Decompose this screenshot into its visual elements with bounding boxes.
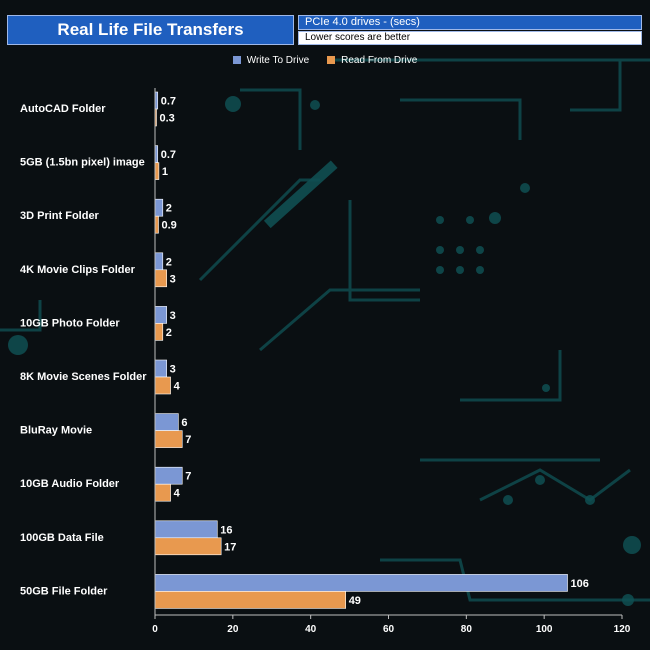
bar-read [154, 591, 346, 609]
bar-write [154, 359, 167, 378]
category-label: 4K Movie Clips Folder [20, 264, 136, 276]
category-label: 5GB (1.5bn pixel) image [20, 157, 145, 169]
data-label-write: 16 [220, 524, 232, 536]
data-label-write: 3 [170, 310, 176, 322]
bar-write [154, 574, 568, 592]
bar-read [154, 162, 160, 180]
x-tick-label: 120 [614, 624, 631, 635]
x-tick-label: 80 [461, 624, 473, 635]
data-label-read: 0.3 [160, 113, 175, 125]
bar-read [154, 269, 167, 288]
data-label-read: 49 [349, 595, 361, 607]
data-label-write: 2 [166, 203, 172, 215]
bar-write [154, 198, 164, 217]
legend-item-read: Read From Drive [327, 53, 417, 67]
x-tick-label: 100 [536, 624, 553, 635]
data-label-read: 0.9 [162, 220, 177, 232]
bar-write [154, 520, 218, 539]
category-label: 3D Print Folder [20, 210, 100, 222]
data-label-read: 3 [170, 273, 176, 285]
bar-read [154, 430, 183, 448]
bar-read [154, 483, 171, 502]
bar-write [154, 252, 164, 271]
chart-note: Lower scores are better [298, 31, 642, 45]
legend-item-write: Write To Drive [232, 53, 310, 67]
legend-label-write: Write To Drive [246, 54, 310, 66]
chart-title: Real Life File Transfers [7, 15, 294, 45]
x-tick-label: 20 [227, 624, 239, 635]
bar-write [154, 306, 167, 324]
data-label-write: 7 [185, 471, 191, 483]
x-tick-label: 0 [152, 624, 158, 635]
data-label-write: 0.7 [161, 149, 176, 161]
category-label: 10GB Photo Folder [20, 317, 120, 329]
category-label: 10GB Audio Folder [20, 478, 120, 490]
data-label-read: 4 [174, 381, 181, 393]
category-label: 50GB File Folder [20, 585, 108, 597]
data-label-write: 3 [170, 364, 176, 376]
bar-read [154, 323, 164, 341]
chart-subtitle: PCIe 4.0 drives - (secs) [298, 15, 642, 30]
data-label-read: 2 [166, 327, 172, 339]
legend-swatch-write [232, 56, 241, 64]
data-label-read: 7 [185, 434, 191, 446]
data-label-read: 17 [224, 541, 236, 553]
category-label: AutoCAD Folder [20, 103, 106, 115]
data-label-read: 1 [162, 166, 168, 178]
x-tick-label: 40 [305, 624, 317, 635]
x-tick-label: 60 [383, 624, 395, 635]
bar-write [154, 466, 183, 485]
category-label: 8K Movie Scenes Folder [20, 371, 147, 383]
data-label-write: 0.7 [161, 96, 176, 108]
data-label-write: 2 [166, 256, 172, 268]
data-label-write: 6 [181, 417, 187, 429]
bar-read [154, 376, 171, 395]
bar-read [154, 537, 222, 556]
legend-label-read: Read From Drive [341, 54, 418, 66]
bar-read [154, 215, 159, 234]
legend: Write To Drive Read From Drive [0, 53, 650, 67]
category-label: 100GB Data File [20, 532, 104, 544]
legend-swatch-read [327, 56, 336, 64]
data-label-read: 4 [174, 488, 181, 500]
category-label: BluRay Movie [20, 425, 92, 437]
bar-write [154, 413, 179, 431]
data-label-write: 106 [571, 578, 589, 590]
